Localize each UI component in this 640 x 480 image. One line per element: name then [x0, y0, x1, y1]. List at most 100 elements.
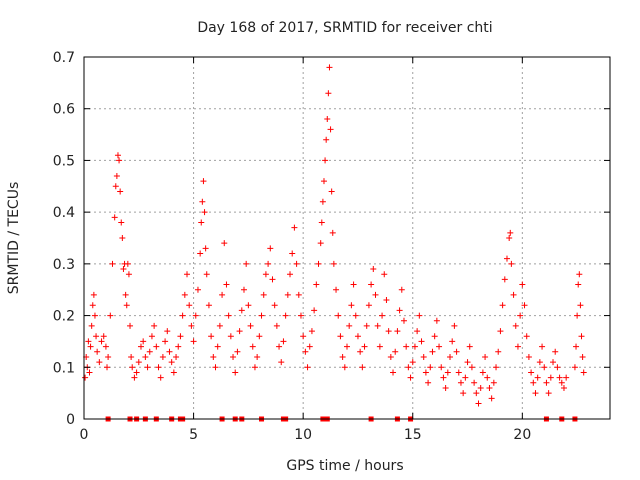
data-point	[131, 374, 138, 381]
data-point	[319, 198, 326, 205]
data-point	[262, 271, 269, 278]
y-tick-label: 0.5	[53, 153, 75, 169]
data-point	[269, 276, 276, 283]
data-point	[107, 312, 114, 319]
data-point	[210, 353, 217, 360]
y-tick-label: 0.2	[53, 309, 75, 325]
data-point	[536, 359, 543, 366]
data-point	[173, 353, 180, 360]
data-point	[468, 364, 475, 371]
data-point	[94, 348, 101, 355]
data-point	[313, 281, 320, 288]
data-point	[335, 312, 342, 319]
data-point	[379, 312, 386, 319]
data-point	[98, 338, 105, 345]
data-point	[245, 302, 252, 309]
data-point	[493, 364, 500, 371]
data-point	[311, 307, 318, 314]
data-point	[329, 229, 336, 236]
data-point	[339, 353, 346, 360]
data-point	[276, 343, 283, 350]
data-point	[341, 364, 348, 371]
data-point	[124, 260, 131, 267]
data-point	[190, 338, 197, 345]
data-point	[265, 260, 272, 267]
data-point	[118, 219, 125, 226]
data-point	[318, 219, 325, 226]
y-tick-label: 0.1	[53, 360, 75, 376]
data-point	[409, 359, 416, 366]
data-point	[221, 240, 228, 247]
data-point	[212, 364, 219, 371]
data-point	[532, 390, 539, 397]
data-point	[320, 178, 327, 185]
data-point	[422, 369, 429, 376]
data-point	[545, 390, 552, 397]
data-point	[87, 343, 94, 350]
data-point	[392, 348, 399, 355]
data-point	[464, 359, 471, 366]
data-point	[202, 245, 209, 252]
data-point	[129, 364, 136, 371]
data-point	[205, 302, 212, 309]
data-point	[462, 374, 469, 381]
data-point	[449, 338, 456, 345]
data-point	[157, 374, 164, 381]
y-tick-label: 0.4	[53, 205, 75, 221]
x-tick-label: 0	[80, 427, 89, 443]
data-point	[482, 353, 489, 360]
data-point	[394, 328, 401, 335]
data-point	[282, 312, 289, 319]
data-point	[530, 379, 537, 386]
data-point	[323, 136, 330, 143]
data-point	[552, 348, 559, 355]
x-axis-label: GPS time / hours	[286, 458, 403, 474]
data-point	[90, 291, 97, 298]
data-point	[175, 343, 182, 350]
data-point	[186, 302, 193, 309]
y-tick-label: 0.7	[53, 50, 75, 66]
data-point	[119, 235, 126, 241]
data-point	[440, 374, 447, 381]
data-point	[249, 343, 256, 350]
grid	[84, 57, 610, 419]
x-tick-label: 5	[189, 427, 198, 443]
data-point	[361, 343, 368, 350]
data-point	[93, 333, 100, 340]
data-point	[184, 271, 191, 278]
data-point	[519, 281, 526, 288]
data-point	[525, 353, 532, 360]
data-point	[433, 317, 440, 324]
data-point	[512, 322, 519, 329]
data-point	[580, 369, 587, 376]
data-point	[240, 286, 247, 293]
data-point	[105, 353, 112, 360]
data-point	[214, 343, 221, 350]
data-point	[223, 281, 230, 288]
data-point	[547, 374, 554, 381]
data-point	[506, 235, 513, 241]
data-point	[370, 266, 377, 273]
data-point	[322, 157, 329, 164]
data-point	[256, 333, 263, 340]
data-point	[425, 379, 432, 386]
data-point	[271, 302, 278, 309]
data-point	[429, 348, 436, 355]
data-point	[89, 302, 96, 309]
data-point	[148, 333, 155, 340]
data-point	[306, 343, 313, 350]
data-point	[501, 276, 508, 283]
data-point	[534, 374, 541, 381]
data-point	[451, 322, 458, 329]
data-point	[287, 271, 294, 278]
data-point	[436, 343, 443, 350]
data-point	[376, 343, 383, 350]
data-point	[82, 374, 89, 381]
data-point	[146, 348, 153, 355]
data-point	[575, 281, 582, 288]
data-point	[357, 348, 364, 355]
data-point	[135, 359, 142, 366]
data-point	[208, 333, 215, 340]
data-point	[447, 353, 454, 360]
